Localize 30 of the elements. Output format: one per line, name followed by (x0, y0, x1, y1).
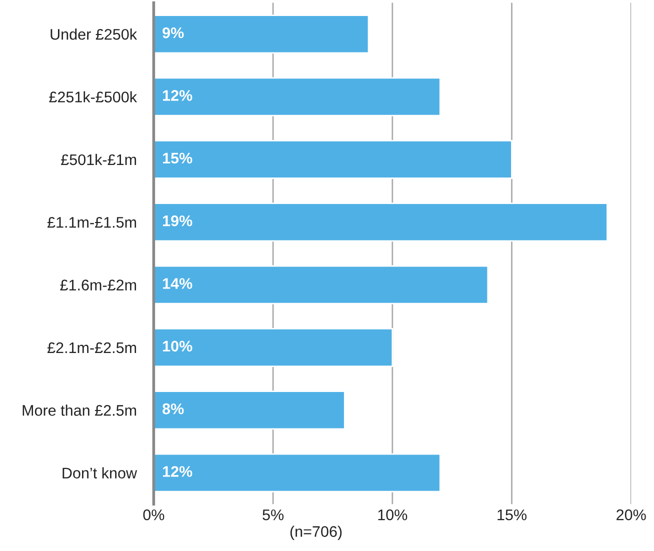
data-label: 15% (163, 152, 192, 164)
y-tick-label: £1.1m-£1.5m (47, 216, 136, 228)
text: (n=706) (290, 526, 342, 540)
bar (154, 77, 441, 116)
bar (154, 202, 608, 242)
bar (154, 453, 441, 492)
bar (154, 140, 512, 179)
bar (154, 265, 489, 304)
data-label: 12% (163, 90, 192, 101)
x-tick-label: 10% (378, 509, 408, 520)
data-label: 19% (163, 215, 192, 226)
data-label: 9% (162, 27, 184, 38)
x-tick-label: 15% (498, 509, 526, 520)
data-label: 10% (163, 340, 192, 352)
y-tick-label: £1.6m-£2m (60, 280, 136, 290)
bar (154, 390, 346, 430)
bar (154, 14, 370, 54)
y-tick-label: £501k-£1m (61, 154, 136, 166)
y-tick-label: Under £250k (50, 28, 138, 40)
data-label: 12% (163, 466, 192, 477)
y-tick-label: More than £2.5m (22, 404, 136, 416)
data-label: 8% (162, 403, 184, 414)
y-tick-label: Don’t know (62, 467, 138, 479)
x-tick-label: 20% (616, 509, 646, 520)
bar (154, 328, 394, 367)
x-tick-label: 0% (143, 509, 164, 520)
y-tick-label: £2.1m-£2.5m (47, 342, 136, 354)
y-tick-label: £251k-£500k (49, 91, 138, 102)
x-tick-label: 5% (262, 509, 284, 520)
data-label: 14% (163, 278, 192, 289)
